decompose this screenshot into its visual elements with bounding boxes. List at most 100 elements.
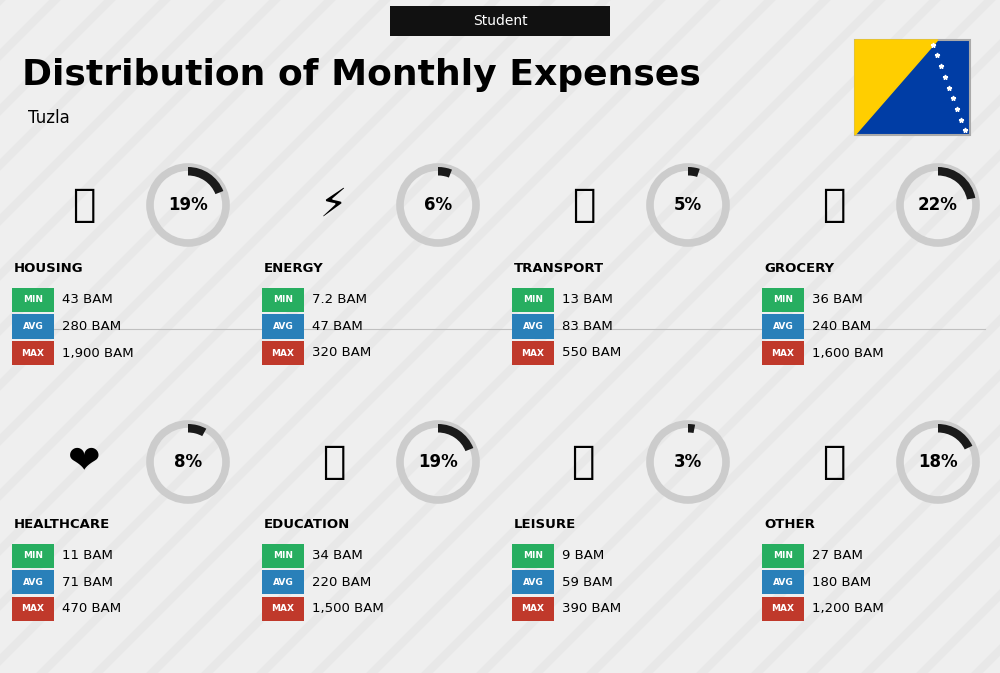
FancyBboxPatch shape — [762, 544, 804, 568]
Text: AVG: AVG — [23, 578, 43, 587]
Wedge shape — [938, 424, 972, 450]
Wedge shape — [938, 167, 975, 199]
Text: 19%: 19% — [418, 453, 458, 471]
Text: 1,600 BAM: 1,600 BAM — [812, 347, 884, 359]
Text: 7.2 BAM: 7.2 BAM — [312, 293, 367, 306]
FancyBboxPatch shape — [390, 6, 610, 36]
Text: 180 BAM: 180 BAM — [812, 576, 871, 589]
Text: 6%: 6% — [424, 196, 452, 214]
Text: 9 BAM: 9 BAM — [562, 549, 604, 563]
Text: AVG: AVG — [773, 322, 793, 331]
Text: MIN: MIN — [273, 551, 293, 561]
Text: 240 BAM: 240 BAM — [812, 320, 871, 333]
Text: MAX: MAX — [272, 604, 294, 614]
Text: ⚡: ⚡ — [320, 186, 347, 224]
FancyBboxPatch shape — [12, 314, 54, 339]
Text: MIN: MIN — [523, 551, 543, 561]
FancyBboxPatch shape — [855, 40, 970, 135]
Text: 3%: 3% — [674, 453, 702, 471]
Text: ❤️: ❤️ — [68, 443, 100, 481]
Text: 11 BAM: 11 BAM — [62, 549, 113, 563]
FancyBboxPatch shape — [512, 314, 554, 339]
Text: OTHER: OTHER — [764, 518, 815, 531]
Text: 36 BAM: 36 BAM — [812, 293, 863, 306]
Polygon shape — [855, 40, 938, 135]
FancyBboxPatch shape — [262, 341, 304, 365]
FancyBboxPatch shape — [762, 314, 804, 339]
FancyBboxPatch shape — [512, 571, 554, 594]
Text: HOUSING: HOUSING — [14, 262, 84, 275]
Text: 280 BAM: 280 BAM — [62, 320, 121, 333]
Wedge shape — [688, 424, 695, 433]
Wedge shape — [688, 167, 700, 177]
Text: MAX: MAX — [21, 604, 44, 614]
Wedge shape — [188, 167, 223, 194]
FancyBboxPatch shape — [762, 571, 804, 594]
Text: 22%: 22% — [918, 196, 958, 214]
Text: MAX: MAX — [21, 349, 44, 357]
Text: 43 BAM: 43 BAM — [62, 293, 113, 306]
Text: LEISURE: LEISURE — [514, 518, 576, 531]
FancyBboxPatch shape — [512, 544, 554, 568]
Text: 19%: 19% — [168, 196, 208, 214]
Text: 83 BAM: 83 BAM — [562, 320, 613, 333]
Text: 47 BAM: 47 BAM — [312, 320, 363, 333]
Text: Student: Student — [473, 14, 527, 28]
Text: ENERGY: ENERGY — [264, 262, 324, 275]
Text: MAX: MAX — [772, 604, 794, 614]
Text: AVG: AVG — [23, 322, 43, 331]
FancyBboxPatch shape — [262, 314, 304, 339]
Text: 71 BAM: 71 BAM — [62, 576, 113, 589]
FancyBboxPatch shape — [512, 341, 554, 365]
Text: 5%: 5% — [674, 196, 702, 214]
Text: 🏙: 🏙 — [72, 186, 96, 224]
Text: MIN: MIN — [773, 551, 793, 561]
Text: 🚌: 🚌 — [572, 186, 596, 224]
Text: MAX: MAX — [772, 349, 794, 357]
Text: MIN: MIN — [23, 551, 43, 561]
Text: 470 BAM: 470 BAM — [62, 602, 121, 616]
Text: Distribution of Monthly Expenses: Distribution of Monthly Expenses — [22, 58, 701, 92]
Text: 💰: 💰 — [822, 443, 846, 481]
Text: 🛍️: 🛍️ — [572, 443, 596, 481]
Text: 59 BAM: 59 BAM — [562, 576, 613, 589]
Text: 1,500 BAM: 1,500 BAM — [312, 602, 384, 616]
Text: MAX: MAX — [272, 349, 294, 357]
Text: 390 BAM: 390 BAM — [562, 602, 621, 616]
FancyBboxPatch shape — [12, 544, 54, 568]
Text: 1,200 BAM: 1,200 BAM — [812, 602, 884, 616]
FancyBboxPatch shape — [262, 571, 304, 594]
Wedge shape — [438, 167, 452, 178]
Text: 🎓: 🎓 — [322, 443, 346, 481]
Text: AVG: AVG — [523, 322, 543, 331]
Text: 🛒: 🛒 — [822, 186, 846, 224]
Text: AVG: AVG — [273, 578, 293, 587]
Text: TRANSPORT: TRANSPORT — [514, 262, 604, 275]
Text: 27 BAM: 27 BAM — [812, 549, 863, 563]
Text: AVG: AVG — [523, 578, 543, 587]
FancyBboxPatch shape — [262, 288, 304, 312]
Text: 1,900 BAM: 1,900 BAM — [62, 347, 134, 359]
FancyBboxPatch shape — [762, 288, 804, 312]
Text: MIN: MIN — [273, 295, 293, 304]
Text: AVG: AVG — [273, 322, 293, 331]
Text: MIN: MIN — [23, 295, 43, 304]
Text: HEALTHCARE: HEALTHCARE — [14, 518, 110, 531]
Text: GROCERY: GROCERY — [764, 262, 834, 275]
Text: MAX: MAX — [522, 604, 544, 614]
FancyBboxPatch shape — [262, 544, 304, 568]
Text: 18%: 18% — [918, 453, 958, 471]
FancyBboxPatch shape — [512, 597, 554, 621]
Wedge shape — [188, 424, 206, 436]
Text: Tuzla: Tuzla — [28, 109, 70, 127]
FancyBboxPatch shape — [12, 571, 54, 594]
Wedge shape — [438, 424, 473, 451]
FancyBboxPatch shape — [12, 288, 54, 312]
Text: 220 BAM: 220 BAM — [312, 576, 371, 589]
FancyBboxPatch shape — [262, 597, 304, 621]
Text: 8%: 8% — [174, 453, 202, 471]
Text: 550 BAM: 550 BAM — [562, 347, 621, 359]
Text: 13 BAM: 13 BAM — [562, 293, 613, 306]
FancyBboxPatch shape — [512, 288, 554, 312]
Text: EDUCATION: EDUCATION — [264, 518, 350, 531]
